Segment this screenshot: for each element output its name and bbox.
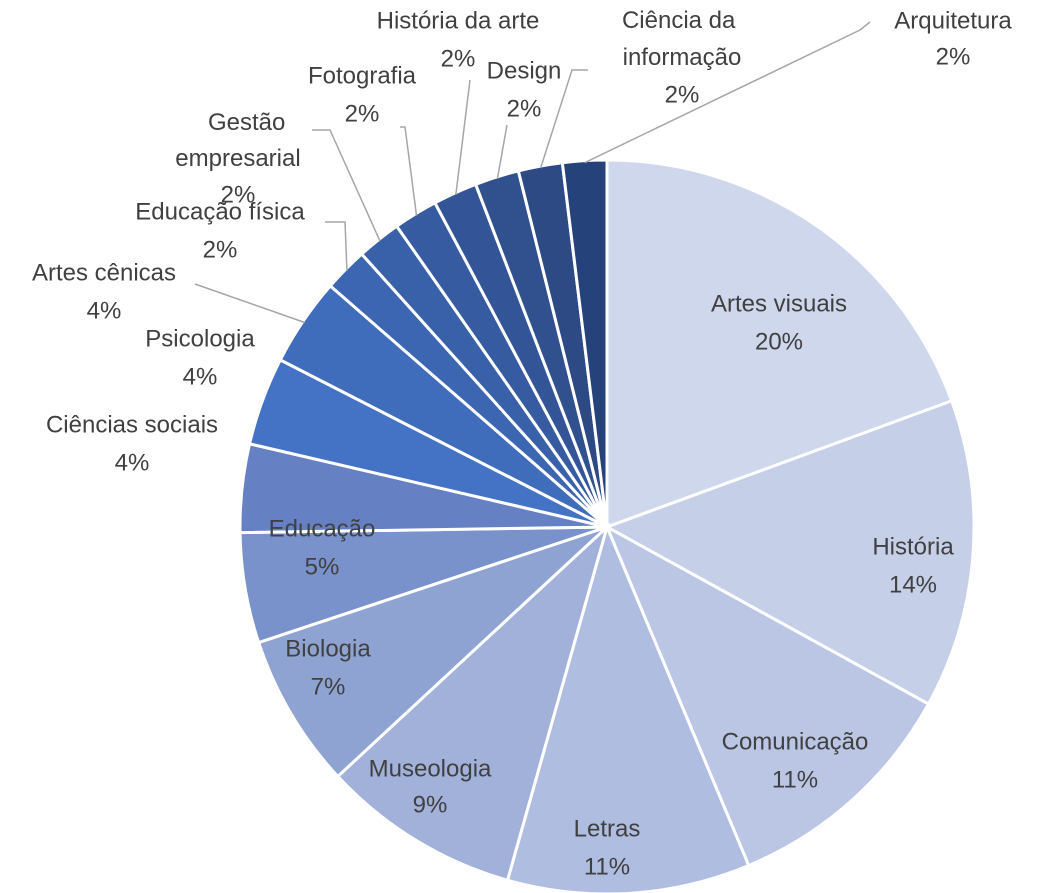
value-label: 4% [115, 449, 150, 476]
value-label: 2% [936, 43, 971, 70]
category-label: Fotografia [308, 62, 417, 89]
value-label: 14% [889, 571, 937, 598]
value-label: 7% [311, 673, 346, 700]
label-line: informação [623, 44, 742, 71]
category-label: Arquitetura [894, 7, 1012, 34]
category-label: Psicologia [145, 325, 255, 352]
category-label: Comunicação [722, 728, 869, 755]
pie-slice [560, 158, 609, 528]
value-label: 2% [203, 236, 238, 263]
value-label: 2% [507, 95, 542, 122]
leader-line [194, 283, 305, 324]
value-label: 11% [772, 766, 818, 793]
category-label: Artes visuais [711, 290, 847, 317]
leader-line [584, 21, 871, 164]
label-line: empresarial [175, 145, 300, 172]
value-label: 2% [665, 81, 700, 108]
leader-line [539, 69, 588, 169]
category-label: Biologia [285, 635, 371, 662]
category-label: Museologia [369, 755, 492, 782]
value-label: 2% [345, 100, 380, 127]
pie-slice [603, 523, 931, 868]
category-label: Artes cênicas [32, 259, 176, 286]
value-label: 2% [221, 181, 256, 208]
value-label: 4% [87, 297, 122, 324]
value-label: 20% [755, 328, 803, 355]
leader-line [325, 221, 348, 271]
pie-slice [335, 522, 610, 883]
leader-line [400, 126, 418, 216]
value-label: 5% [305, 553, 340, 580]
leader-line [496, 124, 508, 179]
category-label: História [872, 533, 954, 560]
pie-slice [605, 158, 954, 530]
label-line: Gestão [208, 109, 292, 136]
category-label: Educação [269, 515, 376, 542]
value-label: 2% [441, 45, 476, 72]
value-label: 4% [183, 363, 218, 390]
value-label: 9% [413, 791, 448, 818]
category-label: Letras [574, 815, 641, 842]
category-label: Ciências sociais [46, 411, 218, 438]
category-label: História da arte [377, 7, 540, 34]
category-label: Ciência da informação [622, 7, 742, 71]
leader-line [455, 79, 471, 195]
category-label: Educação física [135, 198, 305, 225]
value-label: 11% [584, 853, 630, 880]
category-label: Gestão empresarial [175, 109, 300, 172]
category-label: Design [487, 57, 562, 84]
leader-line [312, 129, 381, 242]
label-line: Ciência da [622, 7, 742, 34]
pie-slice [603, 398, 976, 707]
pie-slice [505, 522, 751, 893]
pie-slice [256, 525, 609, 779]
